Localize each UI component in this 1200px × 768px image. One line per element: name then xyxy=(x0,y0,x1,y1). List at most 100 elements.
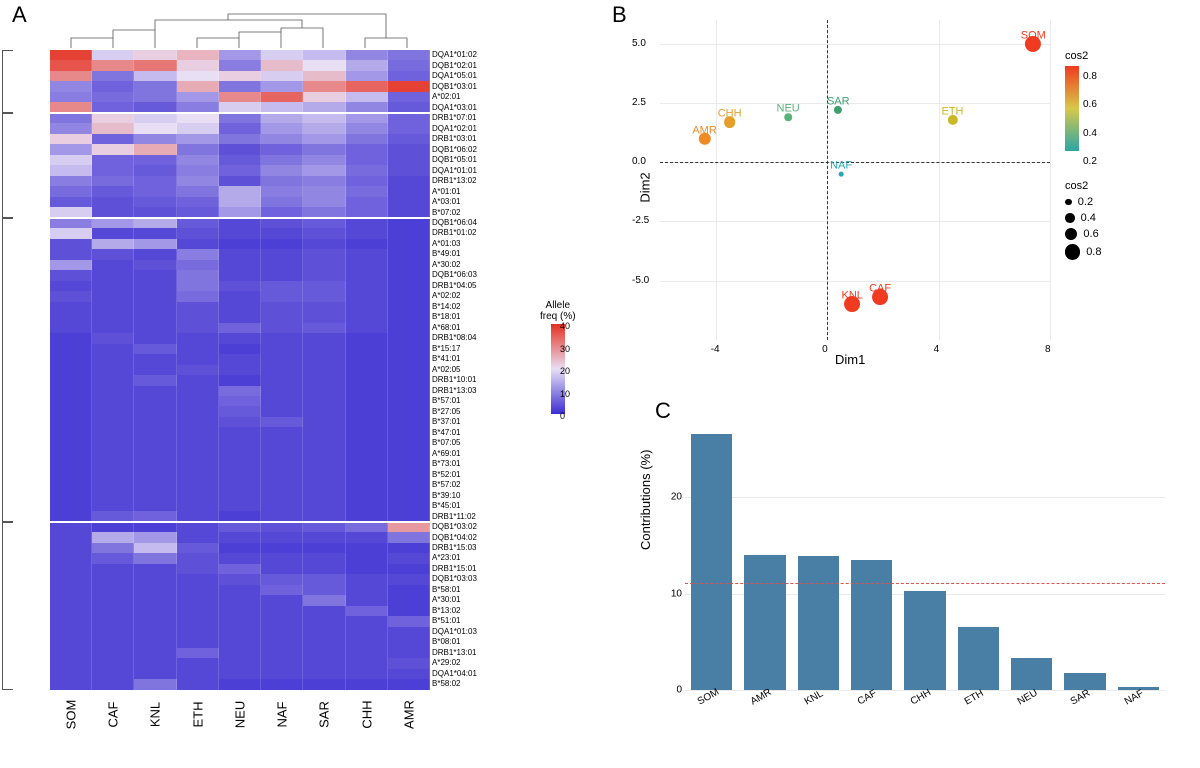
heatmap-cell xyxy=(134,648,176,658)
heatmap-cell xyxy=(92,354,134,364)
heatmap-row-label: DQB1*06:02 xyxy=(432,144,477,154)
heatmap-cell xyxy=(177,648,219,658)
heatmap-cell xyxy=(134,249,176,259)
heatmap-col-labels: SOMCAFKNLETHNEUNAFSARCHHAMR xyxy=(50,695,430,710)
heatmap-cell xyxy=(50,396,92,406)
heatmap-cell xyxy=(346,239,388,249)
heatmap-cell xyxy=(219,480,261,490)
heatmap-cell xyxy=(388,333,430,343)
heatmap-cell xyxy=(177,60,219,70)
heatmap-cell xyxy=(50,176,92,186)
heatmap-cell xyxy=(388,417,430,427)
heatmap-cell xyxy=(50,165,92,175)
contrib-reference-line xyxy=(685,583,1165,584)
heatmap-cell xyxy=(219,333,261,343)
heatmap-cell xyxy=(388,281,430,291)
heatmap-cell xyxy=(219,490,261,500)
heatmap-cell xyxy=(346,585,388,595)
contrib-ylabel: Contributions (%) xyxy=(638,450,653,550)
heatmap-cell xyxy=(388,81,430,91)
heatmap-cell xyxy=(134,501,176,511)
heatmap-cell xyxy=(346,92,388,102)
heatmap-cell xyxy=(219,260,261,270)
heatmap-row-label: DQB1*06:03 xyxy=(432,270,477,280)
heatmap-cell xyxy=(177,291,219,301)
heatmap-cell xyxy=(134,123,176,133)
heatmap-cell xyxy=(261,396,303,406)
heatmap-cell xyxy=(388,165,430,175)
heatmap-row-label: B*37:01 xyxy=(432,417,477,427)
heatmap-cell xyxy=(388,302,430,312)
heatmap-cell xyxy=(388,637,430,647)
heatmap-cell xyxy=(303,448,345,458)
heatmap-cell xyxy=(346,228,388,238)
heatmap-cell xyxy=(134,627,176,637)
heatmap-cell xyxy=(177,155,219,165)
heatmap-cell xyxy=(261,427,303,437)
heatmap-cell xyxy=(92,323,134,333)
heatmap-cell xyxy=(346,60,388,70)
heatmap-cell xyxy=(303,71,345,81)
heatmap-cell xyxy=(92,679,134,689)
heatmap-cell xyxy=(177,134,219,144)
contrib-bar-caf xyxy=(851,560,893,690)
heatmap-cell xyxy=(303,312,345,322)
heatmap-cell xyxy=(261,239,303,249)
heatmap-cell xyxy=(346,323,388,333)
heatmap-cell xyxy=(177,123,219,133)
heatmap-cell xyxy=(261,386,303,396)
heatmap-cell xyxy=(134,553,176,563)
heatmap-cell xyxy=(388,564,430,574)
heatmap-cell xyxy=(134,134,176,144)
heatmap-cell xyxy=(219,553,261,563)
heatmap-row-label: DRB1*11:02 xyxy=(432,511,477,521)
heatmap-cell xyxy=(303,81,345,91)
heatmap-cell xyxy=(303,281,345,291)
heatmap-cell xyxy=(388,228,430,238)
heatmap-cell xyxy=(50,239,92,249)
heatmap-cell xyxy=(50,228,92,238)
heatmap-cell xyxy=(177,186,219,196)
heatmap-cell xyxy=(346,501,388,511)
heatmap-cell xyxy=(92,260,134,270)
heatmap-cell xyxy=(261,323,303,333)
heatmap-cell xyxy=(92,448,134,458)
heatmap-cell xyxy=(219,218,261,228)
heatmap-cell xyxy=(134,669,176,679)
pca-scatter: -4048-5.0-2.50.02.55.0SOMETHSARNEUCHHAMR… xyxy=(660,20,1050,340)
heatmap-cell xyxy=(303,354,345,364)
heatmap-cell xyxy=(261,270,303,280)
heatmap-row-label: A*69:01 xyxy=(432,448,477,458)
contrib-xlabel: KNL xyxy=(802,688,824,707)
heatmap-row-label: A*02:02 xyxy=(432,291,477,301)
heatmap-cell xyxy=(50,249,92,259)
heatmap-cell xyxy=(303,606,345,616)
heatmap-cell xyxy=(303,291,345,301)
heatmap-cell xyxy=(50,113,92,123)
heatmap-cell xyxy=(92,50,134,60)
heatmap-row-label: DQA1*04:01 xyxy=(432,669,477,679)
heatmap-cell xyxy=(261,574,303,584)
heatmap-cell xyxy=(303,679,345,689)
heatmap-cell xyxy=(303,50,345,60)
size-legend-row: 0.8 xyxy=(1065,244,1101,259)
heatmap-cell xyxy=(388,448,430,458)
heatmap-cell xyxy=(219,438,261,448)
heatmap-cell xyxy=(177,522,219,532)
heatmap-row-label: B*57:01 xyxy=(432,396,477,406)
heatmap-cell xyxy=(346,627,388,637)
pca-label: NEU xyxy=(777,103,800,115)
heatmap-cell xyxy=(261,312,303,322)
heatmap-cell xyxy=(50,543,92,553)
heatmap-cell xyxy=(346,260,388,270)
heatmap-cell xyxy=(134,354,176,364)
heatmap-cell xyxy=(388,365,430,375)
heatmap-cell xyxy=(134,543,176,553)
heatmap-cell xyxy=(261,249,303,259)
heatmap-cell xyxy=(303,543,345,553)
heatmap-cell xyxy=(388,595,430,605)
heatmap-cell xyxy=(261,501,303,511)
heatmap-cell xyxy=(134,438,176,448)
heatmap-cell xyxy=(92,270,134,280)
heatmap-cell xyxy=(92,60,134,70)
